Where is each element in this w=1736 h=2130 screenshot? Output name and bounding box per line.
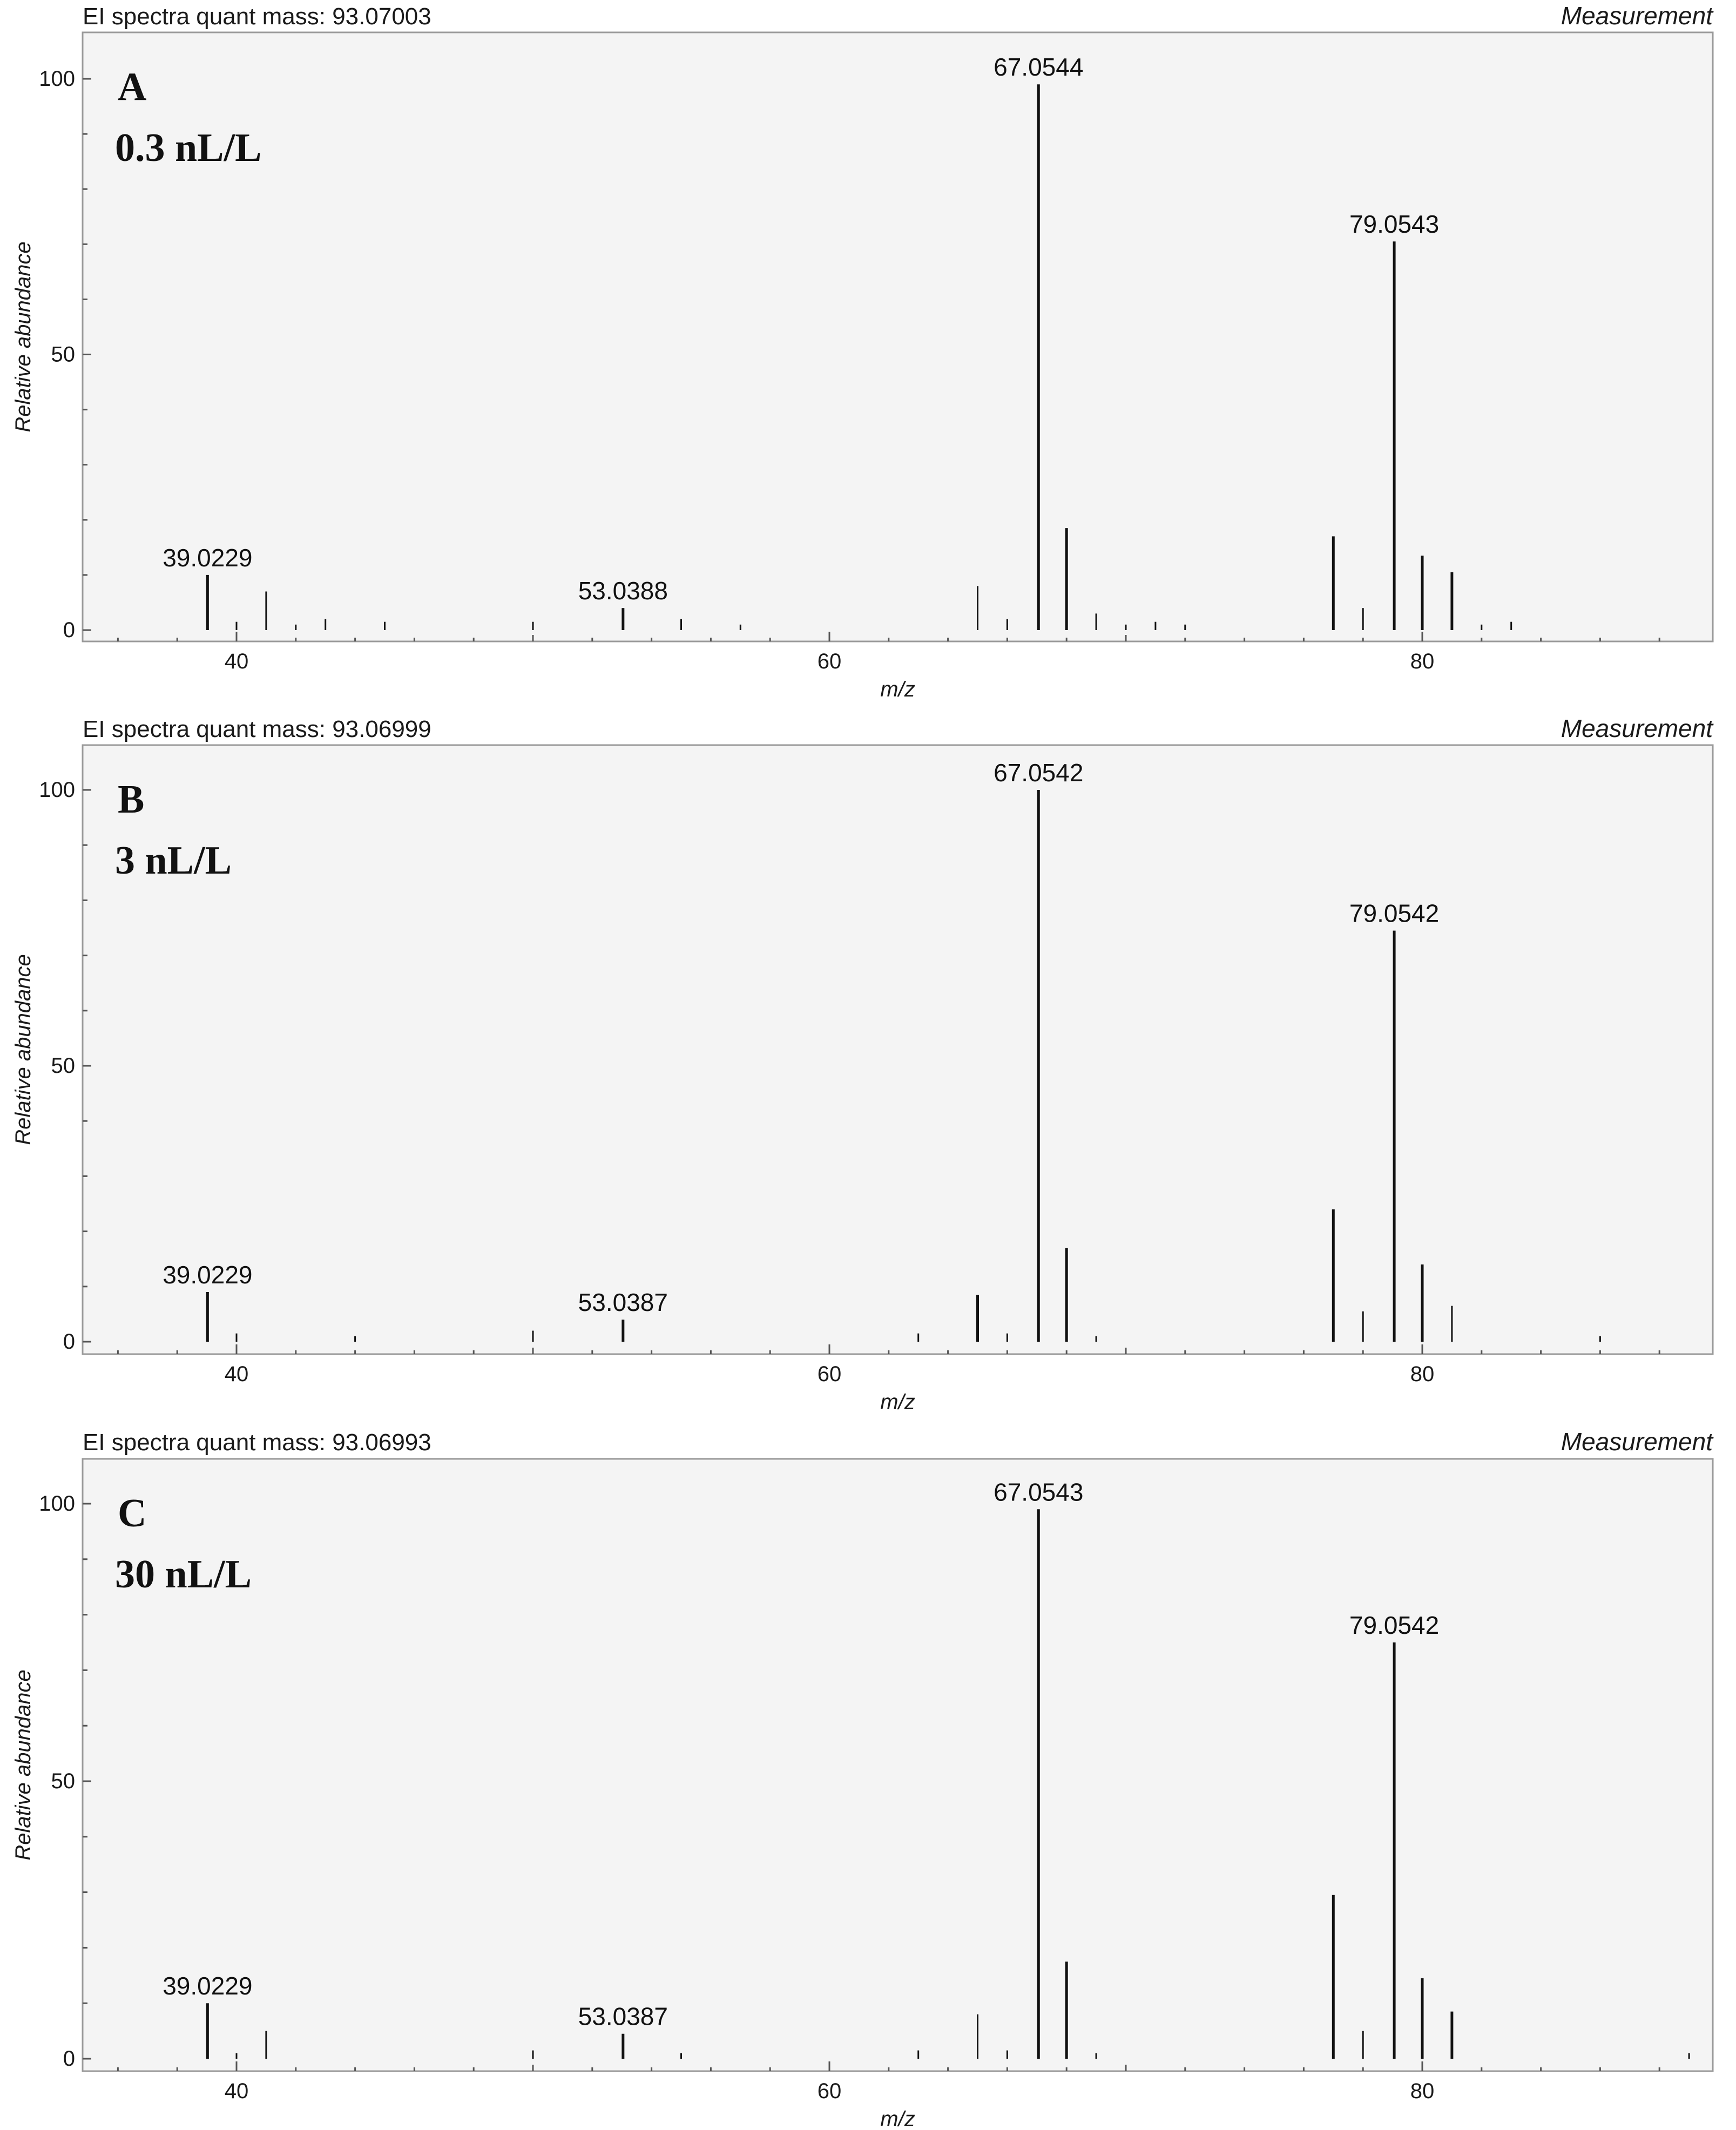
x-tick-label: 60 (818, 2079, 842, 2103)
x-axis-title: m/z (880, 1390, 915, 1414)
x-tick-label: 40 (225, 2079, 249, 2103)
quant-mass-header: EI spectra quant mass: 93.07003 (83, 3, 431, 30)
x-tick-label: 60 (818, 650, 842, 673)
spectrum-panel-c: EI spectra quant mass: 93.06993 Measureme… (11, 1428, 1714, 2130)
panel-letter: B (118, 777, 144, 822)
x-axis-title: m/z (880, 678, 915, 701)
spectrum-panel-a: EI spectra quant mass: 93.07003 Measureme… (11, 2, 1714, 701)
peak-label: 53.0387 (578, 1288, 668, 1316)
y-axis-title: Relative abundance (11, 954, 35, 1145)
peak-label: 53.0388 (578, 577, 668, 605)
x-tick-label: 40 (225, 650, 249, 673)
peak-label: 67.0543 (994, 1478, 1083, 1506)
measurement-header: Measurement (1561, 1428, 1714, 1456)
peak-label: 67.0542 (994, 759, 1083, 787)
peak-label: 67.0544 (994, 53, 1083, 81)
x-tick-label: 40 (225, 1362, 249, 1386)
spectrum-panel-b: EI spectra quant mass: 93.06999 Measureme… (11, 714, 1714, 1414)
plot-area (82, 1458, 1714, 2072)
peak-label: 79.0542 (1349, 1611, 1439, 1639)
panel-letter: A (118, 65, 146, 109)
y-axis-title: Relative abundance (11, 241, 35, 432)
plot-area (82, 744, 1714, 1355)
concentration-label: 3 nL/L (115, 839, 232, 883)
peak-label: 39.0229 (163, 544, 252, 572)
panel-letter: C (118, 1491, 146, 1536)
y-tick-label: 50 (51, 1054, 76, 1078)
peak-label: 39.0229 (163, 1972, 252, 2000)
y-tick-label: 0 (63, 2047, 75, 2071)
y-tick-label: 100 (39, 1492, 75, 1516)
y-axis-title: Relative abundance (11, 1669, 35, 1861)
plot-area (82, 31, 1714, 643)
x-tick-label: 60 (818, 1362, 842, 1386)
y-tick-label: 100 (39, 67, 75, 91)
peak-label: 53.0387 (578, 2003, 668, 2031)
measurement-header: Measurement (1561, 714, 1714, 742)
y-tick-label: 100 (39, 778, 75, 802)
quant-mass-header: EI spectra quant mass: 93.06999 (83, 716, 431, 742)
peak-label: 39.0229 (163, 1261, 252, 1289)
concentration-label: 0.3 nL/L (115, 126, 261, 170)
peak-label: 79.0543 (1349, 210, 1439, 238)
y-tick-label: 50 (51, 1769, 76, 1793)
y-tick-label: 0 (63, 618, 75, 642)
y-tick-label: 50 (51, 343, 76, 367)
quant-mass-header: EI spectra quant mass: 93.06993 (83, 1429, 431, 1456)
peak-label: 79.0542 (1349, 900, 1439, 928)
y-tick-label: 0 (63, 1330, 75, 1354)
x-axis-title: m/z (880, 2107, 915, 2130)
x-tick-label: 80 (1410, 1362, 1435, 1386)
x-tick-label: 80 (1410, 650, 1435, 673)
x-tick-label: 80 (1410, 2079, 1435, 2103)
measurement-header: Measurement (1561, 2, 1714, 30)
concentration-label: 30 nL/L (115, 1552, 252, 1597)
